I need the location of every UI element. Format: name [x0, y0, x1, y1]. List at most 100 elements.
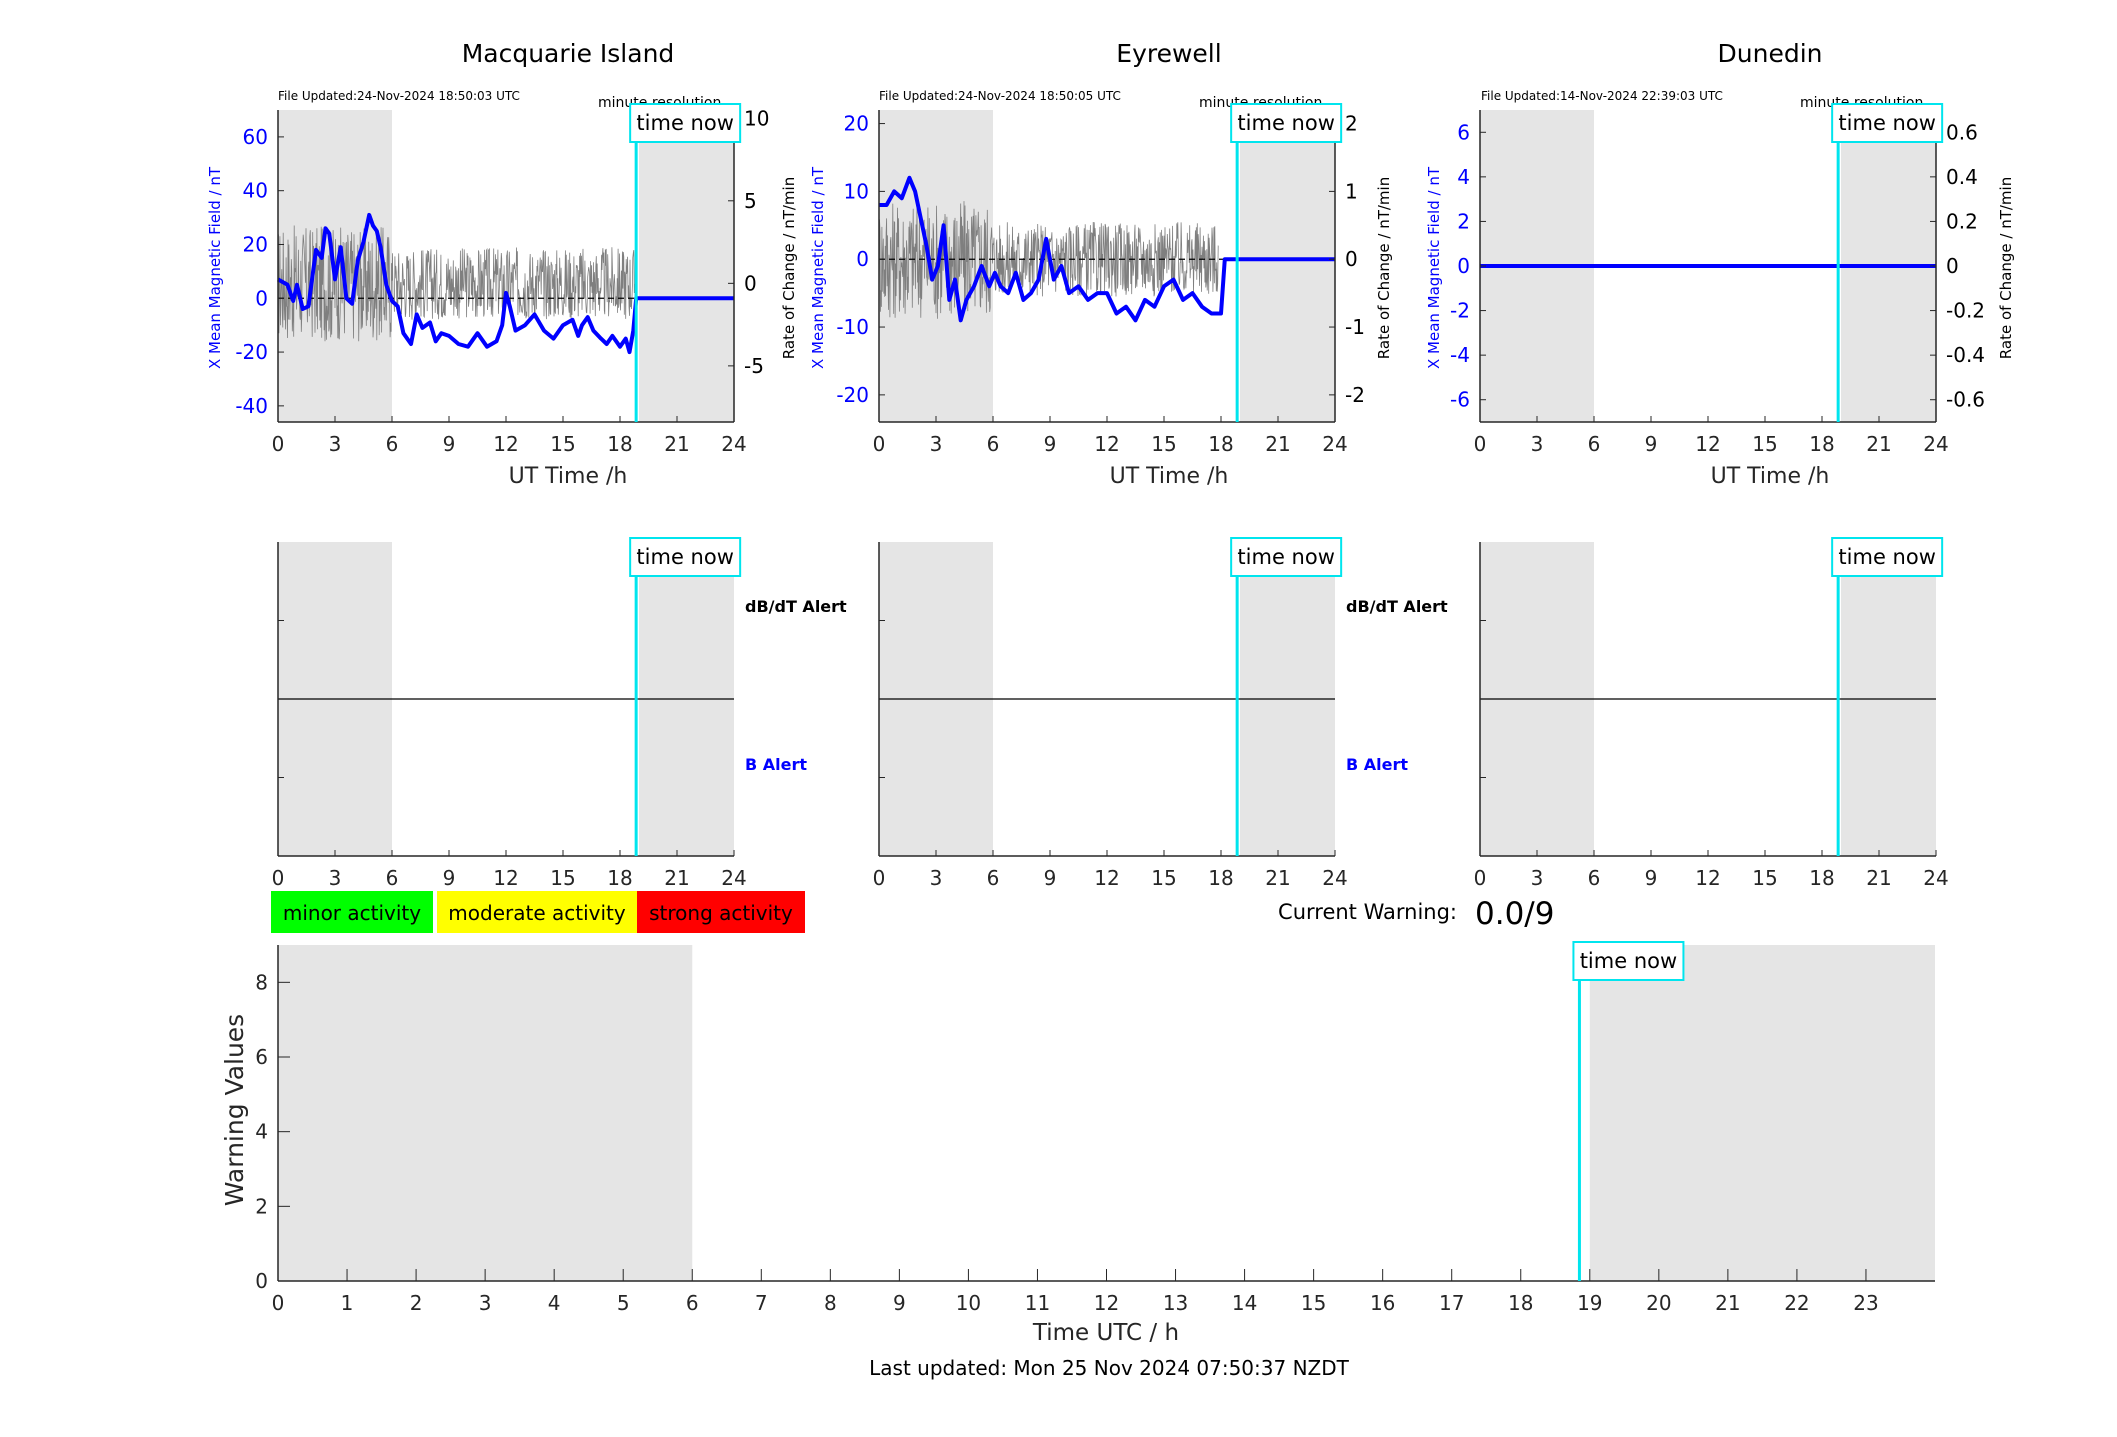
x-tick-label: 3	[930, 866, 943, 890]
x-tick-label: 0	[1474, 866, 1487, 890]
y-tick-label-right: 0.2	[1946, 209, 1978, 233]
time-now-box	[1230, 103, 1343, 143]
ylabel-right: Rate of Change / nT/min	[1997, 177, 2015, 359]
b-alert-label: B Alert	[1346, 755, 1408, 774]
x-axis-label: UT Time /h	[509, 464, 628, 489]
panel-title: Macquarie Island	[462, 39, 675, 68]
x-tick-label: 4	[548, 1291, 561, 1315]
time-now-label: time now	[636, 545, 733, 569]
alert-panel-macquarie: dB/dT Alert B Alert 0 3 6 9 12 15 18 21 24 time n…	[272, 537, 847, 890]
x-tick-label: 0	[873, 866, 886, 890]
x-tick-label: 8	[824, 1291, 837, 1315]
x-tick-label: 22	[1784, 1291, 1809, 1315]
x-tick-label: 0	[272, 1291, 285, 1315]
x-tick-label: 12	[1094, 866, 1119, 890]
activity-legend: minor activity moderate activity strong …	[271, 891, 805, 933]
x-tick-label: 6	[1588, 866, 1601, 890]
x-tick-label: 11	[1025, 1291, 1050, 1315]
shaded-region	[278, 945, 693, 1281]
warning-ylabel: Warning Values	[220, 1014, 249, 1206]
time-now-label: time now	[1237, 545, 1334, 569]
station-panel-dunedin: Dunedin File Updated:14-Nov-2024 22:39:0…	[1425, 39, 2015, 489]
x-tick-label: 18	[607, 432, 632, 456]
y-tick-label-right: 5	[744, 189, 757, 213]
x-tick-label: 21	[1265, 866, 1290, 890]
y-tick-label-right: -1	[1345, 315, 1365, 339]
x-tick-label: 15	[1752, 432, 1777, 456]
legend-minor-swatch	[271, 891, 433, 933]
warning-xlabel: Time UTC / h	[1032, 1320, 1179, 1346]
b-field-series	[879, 175, 1335, 323]
dbdt-alert-label: dB/dT Alert	[1346, 597, 1448, 616]
x-tick-label: 9	[1044, 866, 1057, 890]
time-now-box	[629, 537, 742, 577]
x-tick-label: 5	[617, 1291, 630, 1315]
x-tick-label: 12	[1695, 866, 1720, 890]
time-now-box	[629, 103, 742, 143]
ylabel-right: Rate of Change / nT/min	[780, 177, 798, 359]
x-tick-label: 1	[341, 1291, 354, 1315]
legend-minor-label: minor activity	[283, 901, 421, 925]
y-tick-label-left: 4	[1457, 165, 1470, 189]
legend-moderate-swatch	[437, 891, 637, 933]
ylabel-left: X Mean Magnetic Field / nT	[1425, 166, 1443, 369]
x-tick-label: 3	[329, 866, 342, 890]
y-tick-label: 8	[255, 970, 268, 994]
dbdt-alert-label: dB/dT Alert	[745, 597, 847, 616]
x-tick-label: 6	[686, 1291, 699, 1315]
y-tick-label-left: -20	[235, 340, 268, 364]
y-tick-label-right: -0.2	[1946, 299, 1985, 323]
x-tick-label: 6	[1588, 432, 1601, 456]
time-now-box	[1831, 537, 1944, 577]
x-tick-label: 15	[1752, 866, 1777, 890]
legend-strong-label: strong activity	[649, 901, 793, 925]
time-now-box	[1230, 537, 1343, 577]
time-now-label: time now	[636, 111, 733, 135]
y-tick-label-left: 40	[243, 179, 268, 203]
y-tick-label: 6	[255, 1045, 268, 1069]
x-tick-label: 0	[272, 866, 285, 890]
y-tick-label-left: 0	[1457, 254, 1470, 278]
x-tick-label: 15	[1151, 866, 1176, 890]
b-field-series	[277, 212, 734, 355]
x-tick-label: 21	[1715, 1291, 1740, 1315]
ylabel-left: X Mean Magnetic Field / nT	[206, 166, 224, 369]
last-updated: Last updated: Mon 25 Nov 2024 07:50:37 N…	[869, 1356, 1350, 1380]
time-now-label: time now	[1838, 111, 1935, 135]
y-tick-label-left: -2	[1450, 299, 1470, 323]
x-tick-label: 15	[550, 432, 575, 456]
alert-panel-eyrewell: dB/dT Alert B Alert 0 3 6 9 12 15 18 21 24 time n…	[873, 537, 1448, 890]
x-tick-label: 15	[550, 866, 575, 890]
time-now-label: time now	[1838, 545, 1935, 569]
x-tick-label: 21	[1866, 866, 1891, 890]
x-tick-label: 21	[664, 432, 689, 456]
x-tick-label: 3	[1531, 432, 1544, 456]
x-tick-label: 24	[1923, 432, 1948, 456]
time-now-label: time now	[1580, 949, 1677, 973]
panel-title: Dunedin	[1718, 39, 1823, 68]
x-tick-label: 9	[443, 432, 456, 456]
legend-strong-swatch	[637, 891, 805, 933]
x-tick-label: 9	[1645, 432, 1658, 456]
x-tick-label: 2	[410, 1291, 423, 1315]
x-tick-label: 21	[1866, 432, 1891, 456]
y-tick-label-left: 60	[243, 125, 268, 149]
time-now-box	[1831, 103, 1944, 143]
ylabel-left: X Mean Magnetic Field / nT	[809, 166, 827, 369]
y-tick-label: 2	[255, 1194, 268, 1218]
x-tick-label: 21	[664, 866, 689, 890]
y-tick-label-right: 2	[1345, 112, 1358, 136]
x-tick-label: 3	[1531, 866, 1544, 890]
y-tick-label-left: -40	[235, 394, 268, 418]
file-updated: File Updated:24-Nov-2024 18:50:05 UTC	[879, 89, 1121, 103]
x-tick-label: 18	[1508, 1291, 1533, 1315]
y-tick-label-left: 2	[1457, 209, 1470, 233]
x-tick-label: 3	[930, 432, 943, 456]
ylabel-right: Rate of Change / nT/min	[1375, 177, 1393, 359]
shaded-region	[639, 110, 734, 422]
y-tick-label-right: 0.6	[1946, 120, 1978, 144]
x-tick-label: 0	[873, 432, 886, 456]
y-tick-label-left: -4	[1450, 343, 1470, 367]
x-tick-label: 24	[1322, 866, 1347, 890]
station-panel-macquarie: Macquarie Island File Updated:24-Nov-202…	[206, 39, 798, 489]
